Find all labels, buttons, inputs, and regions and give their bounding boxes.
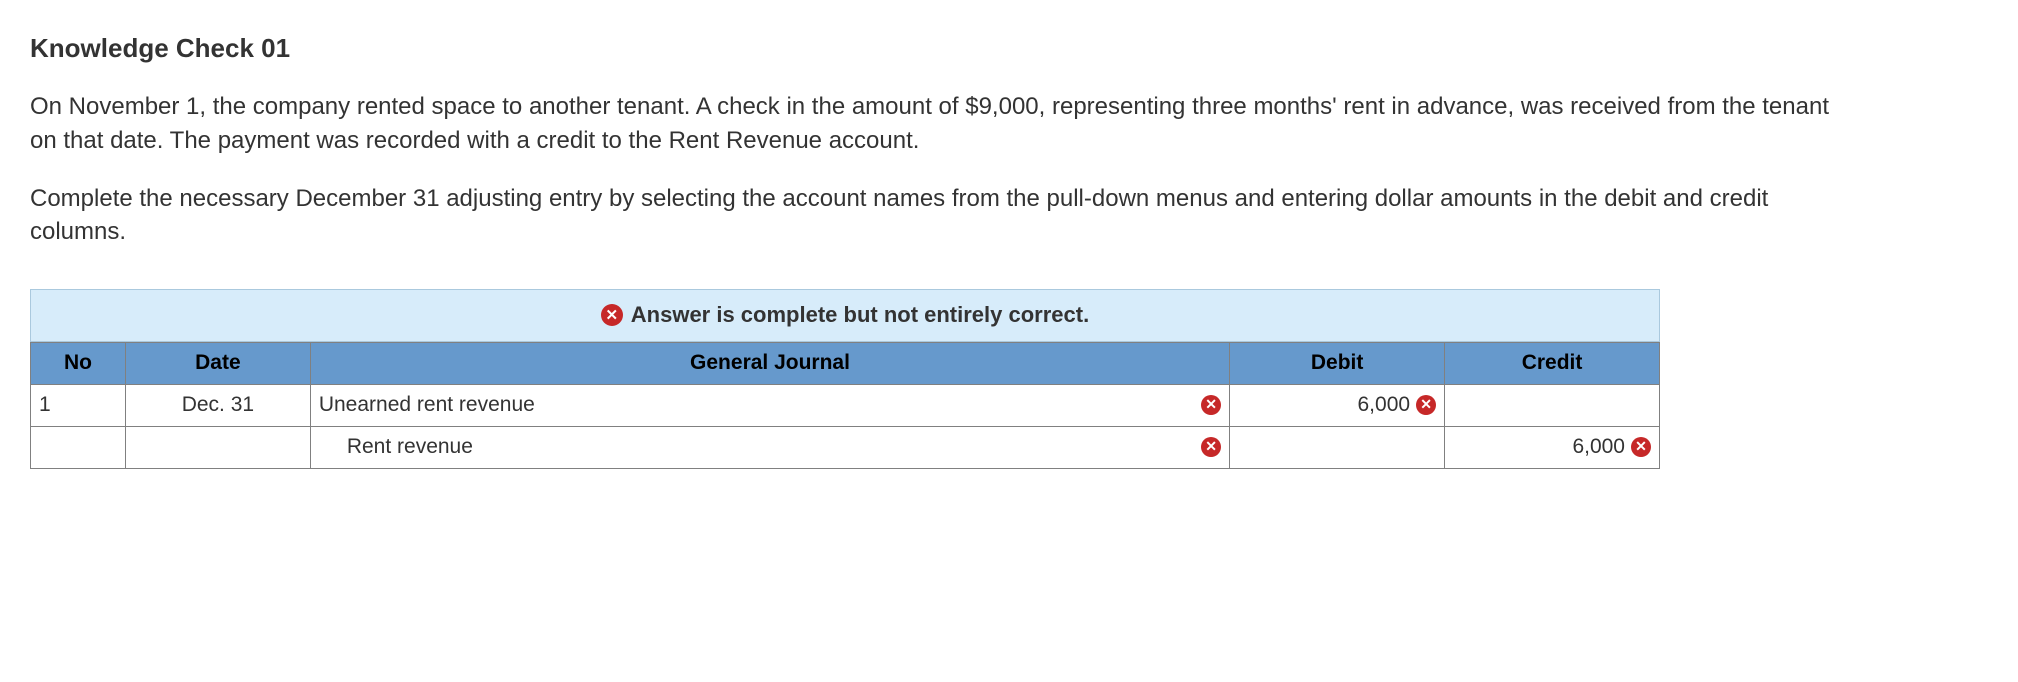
x-icon: ✕ xyxy=(1631,437,1651,457)
debit-input[interactable]: 6,000 xyxy=(1358,390,1411,419)
col-header-date: Date xyxy=(125,342,310,384)
account-select[interactable]: Rent revenue xyxy=(319,432,1195,461)
col-header-no: No xyxy=(31,342,126,384)
account-select[interactable]: Unearned rent revenue xyxy=(319,390,1195,419)
col-header-general-journal: General Journal xyxy=(310,342,1229,384)
credit-input[interactable]: 6,000 xyxy=(1572,432,1625,461)
question-paragraph-2: Complete the necessary December 31 adjus… xyxy=(30,182,1850,249)
x-icon: ✕ xyxy=(601,304,623,326)
general-journal-table: No Date General Journal Debit Credit 1 D… xyxy=(30,342,1660,469)
x-icon: ✕ xyxy=(1416,395,1436,415)
cell-credit[interactable]: 6,000 ✕ xyxy=(1445,426,1660,468)
entry-date: Dec. 31 xyxy=(182,390,254,419)
cell-debit[interactable]: 6,000 ✕ xyxy=(1230,384,1445,426)
table-row: Rent revenue ✕ 6,000 ✕ xyxy=(31,426,1660,468)
page-title: Knowledge Check 01 xyxy=(30,30,1988,66)
x-icon: ✕ xyxy=(1201,437,1221,457)
cell-account[interactable]: Rent revenue ✕ xyxy=(310,426,1229,468)
col-header-debit: Debit xyxy=(1230,342,1445,384)
table-header-row: No Date General Journal Debit Credit xyxy=(31,342,1660,384)
cell-date xyxy=(125,426,310,468)
cell-credit[interactable] xyxy=(1445,384,1660,426)
cell-debit[interactable] xyxy=(1230,426,1445,468)
feedback-text: Answer is complete but not entirely corr… xyxy=(631,300,1089,331)
table-row: 1 Dec. 31 Unearned rent revenue ✕ 6,000 … xyxy=(31,384,1660,426)
cell-no xyxy=(31,426,126,468)
cell-date: Dec. 31 xyxy=(125,384,310,426)
x-icon: ✕ xyxy=(1201,395,1221,415)
col-header-credit: Credit xyxy=(1445,342,1660,384)
cell-no: 1 xyxy=(31,384,126,426)
entry-no: 1 xyxy=(39,390,51,419)
question-paragraph-1: On November 1, the company rented space … xyxy=(30,90,1850,157)
cell-account[interactable]: Unearned rent revenue ✕ xyxy=(310,384,1229,426)
feedback-banner: ✕ Answer is complete but not entirely co… xyxy=(30,289,1660,342)
